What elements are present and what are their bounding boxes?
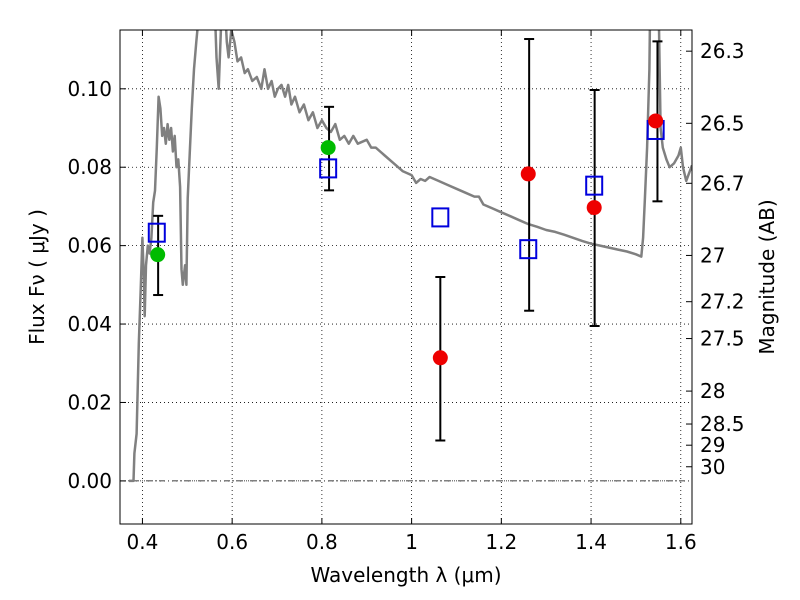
x-tick-label: 1.6: [665, 530, 697, 554]
red-point: [432, 350, 448, 366]
model-box: [585, 175, 604, 196]
model-boxes-layer: [147, 119, 665, 260]
error-bars-layer: [153, 38, 663, 442]
x-axis-label: Wavelength λ (μm): [310, 563, 501, 587]
grid-lines: [120, 30, 692, 524]
magnitude-tick-label: 28: [700, 379, 725, 403]
y-tick-label: 0.08: [67, 155, 112, 179]
magnitude-tick-label: 26.7: [700, 171, 745, 195]
model-box: [147, 222, 166, 243]
magnitude-axis-label: Magnitude (AB): [755, 199, 779, 354]
green-point: [320, 140, 336, 156]
y-tick-label: 0.06: [67, 234, 112, 258]
x-tick-label: 0.8: [306, 530, 338, 554]
model-box: [519, 239, 538, 260]
green-point: [150, 247, 166, 263]
y-axis-label: Flux Fν ( μJy ): [25, 209, 49, 345]
data-points-layer: [150, 113, 664, 366]
magnitude-tick-label: 26.3: [700, 39, 745, 63]
x-tick-label: 1.4: [575, 530, 607, 554]
magnitude-tick-label: 30: [700, 455, 725, 479]
model-box: [431, 207, 450, 228]
model-spectrum-layer: [129, 30, 692, 483]
magnitude-tick-label: 29: [700, 433, 725, 457]
x-tick-label: 1: [405, 530, 418, 554]
y-axis-ticks: 0.00 0.02 0.04 0.06 0.08 0.10: [67, 77, 126, 493]
y-tick-label: 0.04: [67, 312, 112, 336]
y-tick-label: 0.00: [67, 469, 112, 493]
magnitude-tick-label: 28.5: [700, 412, 745, 436]
model-box: [319, 158, 338, 179]
x-tick-label: 1.2: [485, 530, 517, 554]
x-tick-label: 0.4: [127, 530, 159, 554]
plot-frame: [119, 29, 693, 525]
magnitude-tick-label: 27: [700, 243, 725, 267]
magnitude-tick-label: 27.2: [700, 290, 745, 314]
red-point: [648, 113, 664, 129]
magnitude-tick-label: 27.5: [700, 327, 745, 351]
x-axis-ticks: 0.4 0.6 0.8 1 1.2 1.4 1.6: [127, 30, 697, 554]
red-point: [586, 200, 602, 216]
x-tick-label: 0.6: [216, 530, 248, 554]
magnitude-tick-label: 26.5: [700, 111, 745, 135]
y-tick-label: 0.10: [67, 77, 112, 101]
model-spectrum-line: [129, 30, 692, 483]
y-tick-label: 0.02: [67, 390, 112, 414]
red-point: [520, 166, 536, 182]
